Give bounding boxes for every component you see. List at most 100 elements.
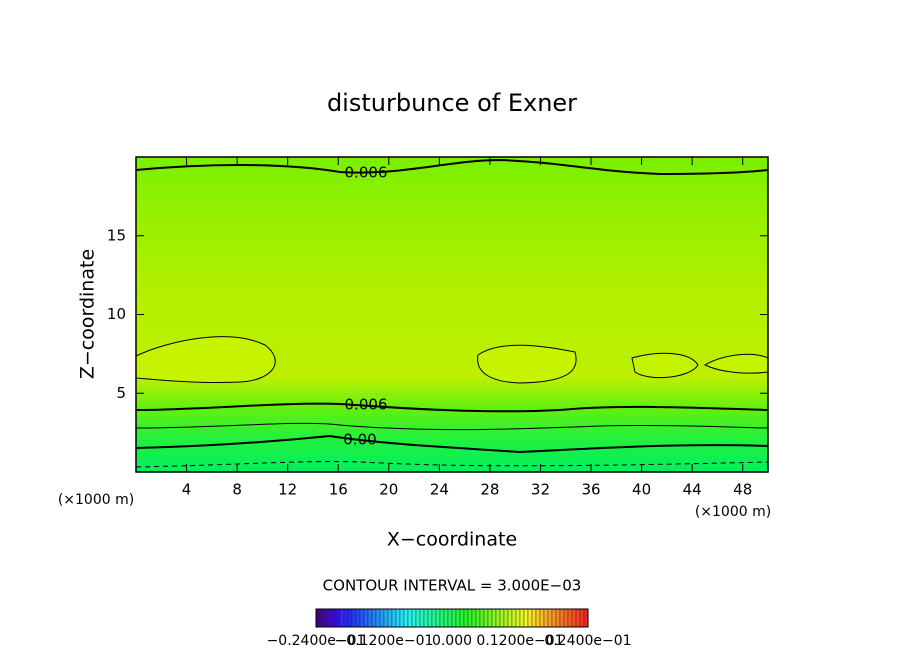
colorbar-stripe: [507, 608, 513, 628]
colorbar-stripe: [531, 608, 537, 628]
x-tick-label: 16: [329, 481, 348, 499]
colorbar-stripe: [503, 608, 509, 628]
x-tick-label: 28: [480, 481, 499, 499]
colorbar-stripe: [495, 608, 501, 628]
colorbar-stripe: [455, 608, 461, 628]
x-tick-label: 44: [683, 481, 702, 499]
contour-line: [135, 434, 769, 454]
colorbar-stripe: [423, 608, 429, 628]
colorbar-stripe: [563, 608, 569, 628]
x-tick-label: 48: [733, 481, 752, 499]
colorbar-stripe: [351, 608, 357, 628]
x-tick-label: 40: [632, 481, 651, 499]
colorbar-stripe: [583, 608, 589, 628]
colorbar-stripe: [407, 608, 413, 628]
contour-line: [135, 336, 276, 384]
contour-line: [135, 422, 769, 431]
colorbar-stripe: [411, 608, 417, 628]
colorbar-stripe: [359, 608, 365, 628]
colorbar-stripe: [431, 608, 437, 628]
colorbar-stripe: [471, 608, 477, 628]
y-axis-label: Z−coordinate: [77, 249, 99, 379]
colorbar-stripe: [551, 608, 557, 628]
contour-line: [631, 352, 699, 379]
colorbar-stripe: [575, 608, 581, 628]
contour-line: [135, 461, 769, 468]
colorbar-stripe: [435, 608, 441, 628]
colorbar-stripe: [515, 608, 521, 628]
colorbar-stripe: [543, 608, 549, 628]
colorbar-stripe: [499, 608, 505, 628]
contour-label: 0.00: [343, 431, 376, 449]
contour-line: [135, 402, 769, 413]
y-tick-label: 15: [107, 226, 126, 244]
colorbar-stripe: [567, 608, 573, 628]
contour-interval: CONTOUR INTERVAL = 3.000E−03: [323, 577, 582, 595]
colorbar-stripe: [335, 608, 341, 628]
colorbar-stripe: [375, 608, 381, 628]
colorbar-stripe: [467, 608, 473, 628]
colorbar-label: 0.1200e−01: [476, 633, 563, 649]
colorbar-stripe: [519, 608, 525, 628]
x-tick-label: 4: [182, 481, 192, 499]
contour-line: [135, 158, 769, 176]
colorbar-stripe: [415, 608, 421, 628]
colorbar-stripe: [559, 608, 565, 628]
colorbar-stripe: [395, 608, 401, 628]
x-axis-label: X−coordinate: [387, 529, 517, 551]
colorbar-label: −0.1200e−01: [335, 633, 434, 649]
x-tick-label: 36: [581, 481, 600, 499]
contour-blobs: [135, 336, 769, 384]
colorbar-stripe: [491, 608, 497, 628]
colorbar: −0.2400e−01−0.1200e−010.000 0.1200e−010.2…: [267, 608, 632, 649]
plot-area: [135, 156, 769, 473]
colorbar-stripe: [383, 608, 389, 628]
colorbar-stripe: [439, 608, 445, 628]
colorbar-stripe: [459, 608, 465, 628]
contour-label: 0.006: [345, 164, 388, 182]
x-tick-label: 20: [379, 481, 398, 499]
colorbar-stripe: [511, 608, 517, 628]
colorbar-stripe: [399, 608, 405, 628]
contour-line: [477, 344, 577, 384]
colorbar-stripe: [347, 608, 353, 628]
colorbar-stripe: [447, 608, 453, 628]
colorbar-frame: [315, 608, 589, 628]
colorbar-stripe: [391, 608, 397, 628]
contour-lines: [135, 158, 769, 468]
colorbar-stripe: [487, 608, 493, 628]
colorbar-stripe: [331, 608, 337, 628]
colorbar-stripe: [547, 608, 553, 628]
field-fill: [136, 157, 768, 472]
colorbar-stripe: [523, 608, 529, 628]
colorbar-label: 0.2400e−01: [544, 633, 631, 649]
colorbar-stripe: [483, 608, 489, 628]
colorbar-stripe: [579, 608, 585, 628]
colorbar-stripe: [479, 608, 485, 628]
colorbar-stripe: [403, 608, 409, 628]
colorbar-label: 0.000: [432, 633, 472, 649]
colorbar-stripe: [343, 608, 349, 628]
colorbar-stripe: [419, 608, 425, 628]
y-unit-label: (×1000 m): [58, 492, 134, 508]
colorbar-stripe: [319, 608, 325, 628]
colorbar-stripe: [555, 608, 561, 628]
colorbar-stripe: [363, 608, 369, 628]
colorbar-stripe: [539, 608, 545, 628]
colorbar-stripe: [427, 608, 433, 628]
colorbar-stripe: [527, 608, 533, 628]
colorbar-stripe: [327, 608, 333, 628]
colorbar-stripe: [339, 608, 345, 628]
x-tick-label: 12: [278, 481, 297, 499]
colorbar-stripe: [323, 608, 329, 628]
colorbar-stripe: [315, 608, 321, 628]
colorbar-stripe: [535, 608, 541, 628]
colorbar-stripe: [379, 608, 385, 628]
colorbar-stripe: [451, 608, 457, 628]
x-tick-label: 24: [430, 481, 449, 499]
colorbar-stripe: [355, 608, 361, 628]
y-tick-label: 5: [116, 384, 126, 402]
colorbar-stripe: [367, 608, 373, 628]
